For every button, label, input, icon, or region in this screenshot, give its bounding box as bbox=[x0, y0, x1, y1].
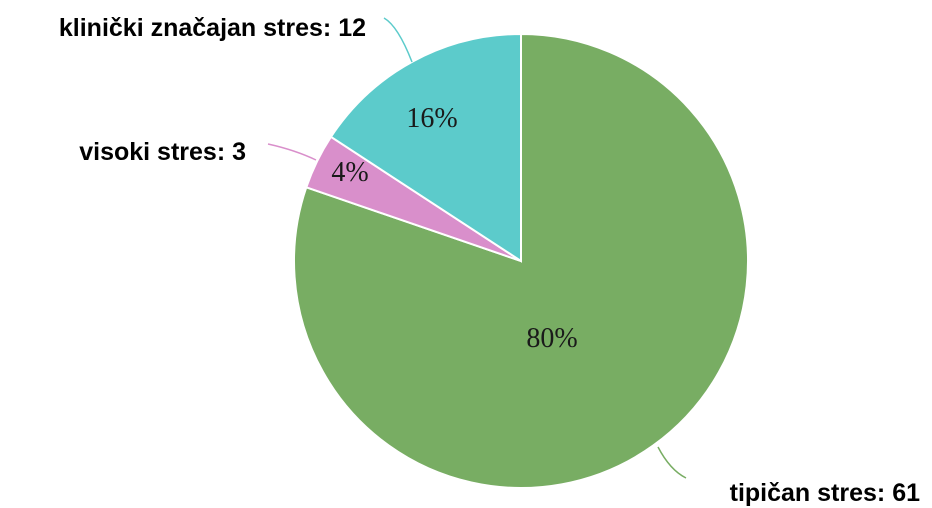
slice-label-klinicki: klinički značajan stres: 12 bbox=[59, 14, 366, 42]
leader-lines bbox=[267, 17, 687, 479]
leader-line-visoki bbox=[267, 143, 317, 161]
slice-label-tipican: tipičan stres: 61 bbox=[730, 479, 920, 507]
slice-label-visoki: visoki stres: 3 bbox=[79, 138, 246, 166]
slice-klinicki bbox=[329, 32, 522, 263]
leader-line-tipican bbox=[657, 446, 687, 479]
slice-percent-visoki: 4% bbox=[331, 157, 368, 188]
slice-percent-tipican: 80% bbox=[526, 323, 577, 354]
slice-tipican bbox=[293, 32, 749, 489]
slice-percent-klinicki: 16% bbox=[406, 103, 457, 134]
leader-line-klinicki bbox=[383, 17, 413, 63]
pie-slices bbox=[293, 32, 749, 489]
